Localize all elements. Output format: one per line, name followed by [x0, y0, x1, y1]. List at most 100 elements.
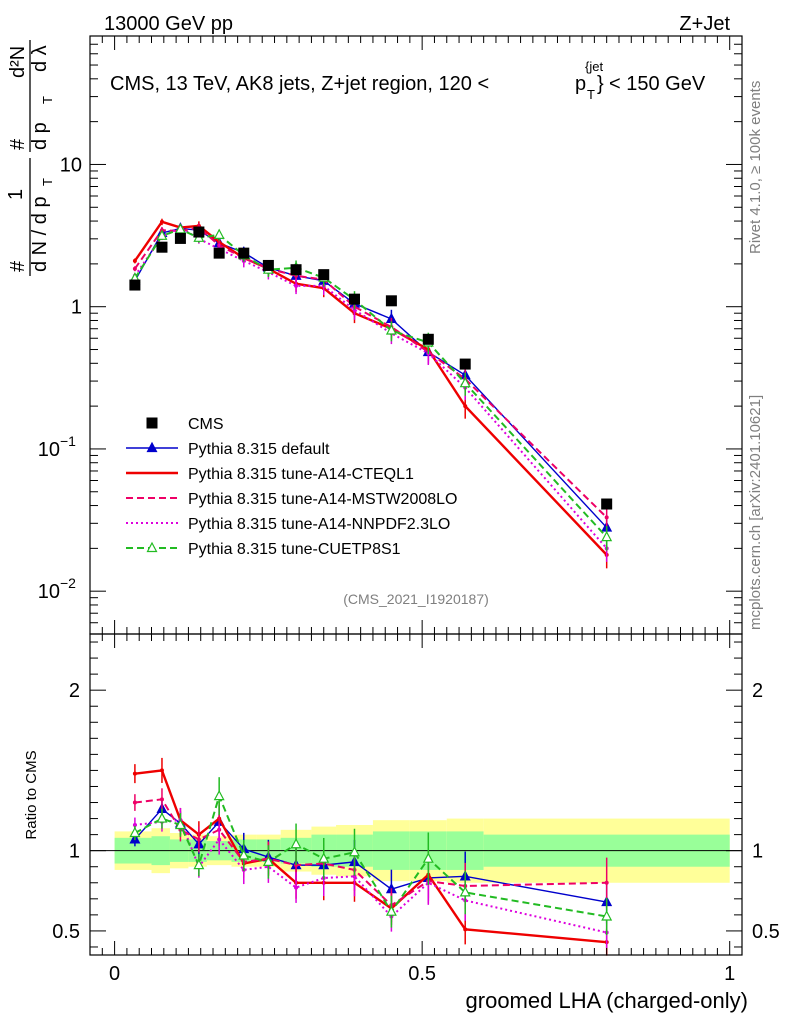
series-point-main: [385, 324, 397, 335]
series-point-ratio: [385, 905, 397, 916]
legend-label: Pythia 8.315 tune-A14-NNPDF2.3LO: [188, 516, 450, 533]
series-point-main: [213, 228, 225, 239]
main-y-tick-label: 1: [71, 297, 82, 319]
cms-data-point: [238, 247, 250, 259]
title-end: < 150 GeV: [609, 73, 706, 95]
x-axis-label: groomed LHA (charged-only): [466, 988, 748, 1013]
ylabel-hash-1: #: [7, 260, 29, 272]
rivet-version-label: Rivet 4.1.0, ≥ 100k events: [747, 81, 764, 254]
main-y-tick-exponent: −2: [60, 575, 76, 591]
series-point-ratio: [348, 845, 360, 857]
ratio-y-tick-label: 0.5: [52, 921, 80, 943]
legend-label: Pythia 8.315 default: [188, 441, 330, 458]
cms-data-point: [174, 232, 186, 244]
series-point-ratio: [129, 826, 141, 838]
series-point-ratio: [132, 771, 137, 776]
series-point-main: [174, 223, 186, 234]
series-point-main: [132, 258, 137, 263]
main-y-tick-label: 10: [60, 154, 82, 176]
legend-marker: [146, 441, 158, 453]
series-point-ratio: [159, 768, 164, 773]
cms-data-point: [129, 279, 141, 291]
ylabel-dpt: d p: [29, 122, 51, 150]
chart-title: CMS, 13 TeV, AK8 jets, Z+jet region, 120…: [110, 59, 706, 102]
cms-data-point: [348, 293, 360, 305]
legend-label: Pythia 8.315 tune-A14-CTEQL1: [188, 466, 414, 483]
series-point-ratio: [196, 837, 201, 842]
series-point-main: [463, 404, 468, 409]
cms-data-point: [385, 295, 397, 307]
legend-marker-cms: [146, 417, 158, 429]
series-point-ratio: [601, 910, 613, 921]
cms-data-point: [262, 259, 274, 271]
series-line-main: [134, 228, 608, 538]
cms-data-point: [290, 264, 302, 276]
ylabel-dn-dpt: d N / d p: [29, 196, 51, 272]
ratio-y-tick-label-right: 0.5: [752, 921, 780, 943]
series-point-main: [601, 530, 613, 542]
series-point-ratio: [156, 812, 168, 823]
series-point-ratio: [352, 874, 357, 879]
series-point-ratio: [294, 885, 299, 890]
main-y-axis-label: # 1 d N / d p T # d²N d p T d λ: [5, 40, 55, 276]
x-tick-label: 0: [109, 963, 120, 985]
series-point-ratio: [262, 855, 274, 867]
series-layer: [129, 218, 613, 956]
cms-data-point: [318, 269, 330, 281]
series-point-ratio: [604, 880, 609, 885]
legend-label-cms: CMS: [188, 416, 224, 433]
ratio-y-tick-label-right: 2: [752, 680, 763, 702]
header-right-label: Z+Jet: [679, 13, 730, 35]
series-point-ratio: [463, 927, 468, 932]
series-point-ratio: [318, 852, 330, 863]
series-point-ratio: [294, 863, 299, 868]
series-line-ratio: [134, 819, 607, 934]
legend-label: Pythia 8.315 tune-A14-MSTW2008LO: [188, 491, 457, 508]
main-y-tick-label: 10: [38, 581, 60, 603]
ratio-y-tick-label: 2: [69, 680, 80, 702]
series-point-main: [459, 376, 471, 388]
ratio-y-tick-label: 1: [69, 841, 80, 863]
ylabel-one: 1: [5, 189, 27, 200]
series-point-main: [294, 283, 299, 288]
cms-data-point: [213, 247, 225, 259]
series-point-main: [132, 266, 137, 271]
series-point-main: [156, 229, 168, 240]
main-y-tick-exponent: −1: [60, 433, 76, 449]
ratio-y-axis-label: Ratio to CMS: [23, 750, 40, 839]
x-tick-label: 1: [724, 963, 735, 985]
series-point-ratio: [290, 837, 302, 849]
title-p: p: [575, 73, 586, 95]
legend-marker: [146, 541, 158, 553]
title-rbrace: }: [597, 73, 604, 95]
series-point-main: [159, 219, 164, 224]
cms-data-point: [422, 333, 434, 345]
cms-data-point: [601, 498, 613, 510]
cms-data-point: [156, 241, 168, 253]
series-line-ratio: [134, 769, 607, 944]
series-point-ratio: [132, 822, 137, 827]
series-point-ratio: [238, 849, 250, 860]
series-line-ratio: [134, 793, 607, 918]
ratio-plot-area: [90, 818, 742, 883]
series-point-ratio: [422, 852, 434, 863]
series-point-ratio: [217, 837, 222, 842]
series-point-ratio: [132, 800, 137, 805]
legend-label: Pythia 8.315 tune-CUETP8S1: [188, 541, 401, 558]
ylabel-T-sub-2: T: [40, 96, 55, 104]
main-y-tick-label: 10: [38, 439, 60, 461]
header-left-label: 13000 GeV pp: [104, 13, 233, 35]
series-line-main: [133, 220, 608, 556]
series-point-ratio: [193, 858, 205, 870]
ylabel-T-sub-1: T: [40, 178, 55, 186]
cms-data-point: [459, 358, 471, 370]
series-point-main: [604, 515, 609, 520]
cms-data-point: [193, 226, 205, 238]
ylabel-hash-2: #: [7, 138, 29, 150]
series-point-ratio: [459, 886, 471, 897]
mcplots-label: mcplots.cern.ch [arXiv:2401.10621]: [747, 395, 764, 630]
ratio-frame: [89, 633, 743, 956]
series-point-ratio: [159, 797, 164, 802]
